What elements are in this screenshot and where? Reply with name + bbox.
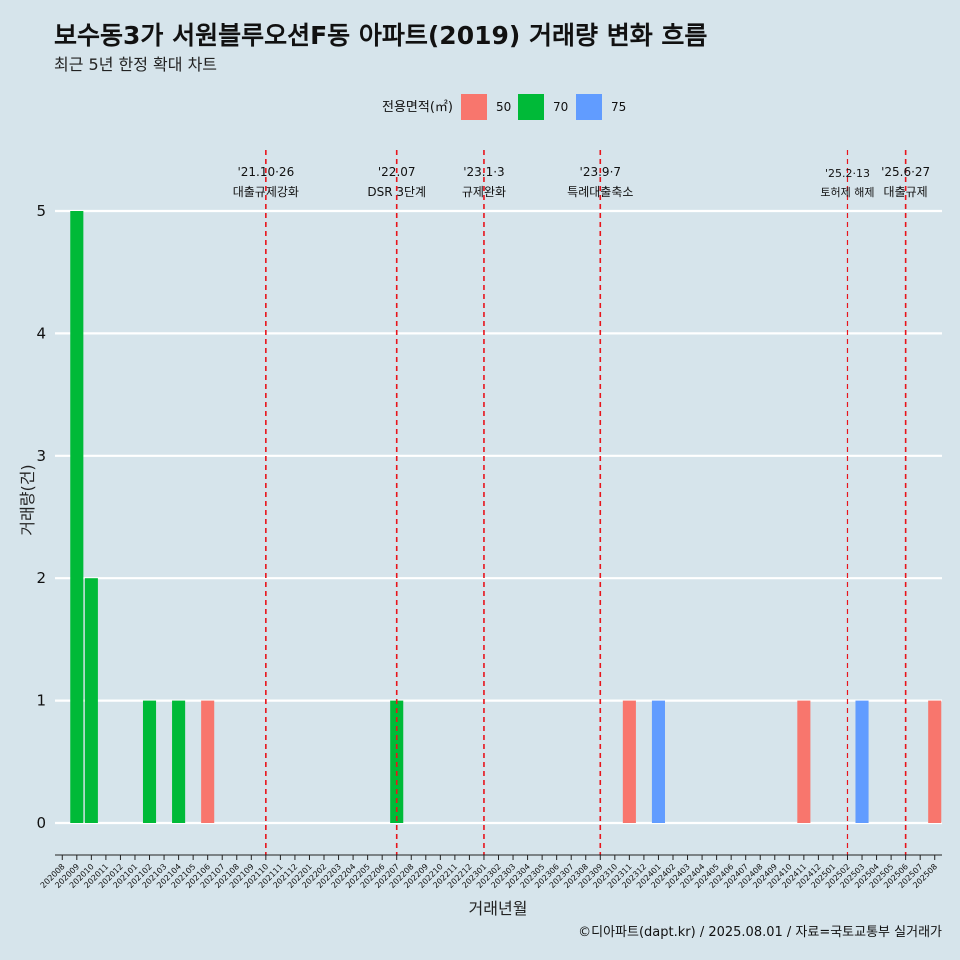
event-date: '25.6·27 [881, 165, 930, 179]
y-axis-title: 거래량(건) [18, 464, 37, 535]
chart-subtitle: 최근 5년 한정 확대 차트 [54, 55, 217, 74]
event-date: '22.07 [378, 165, 416, 179]
y-tick-label: 2 [36, 569, 46, 587]
bar-202207 [390, 700, 404, 823]
bar-202411 [797, 700, 811, 823]
chart-title: 보수동3가 서원블루오션F동 아파트(2019) 거래량 변화 흐름 [54, 21, 707, 50]
bar-202401 [651, 700, 665, 823]
bar-202311 [622, 700, 636, 823]
event-label: 규제완화 [462, 185, 506, 199]
event-label: DSR 3단계 [367, 185, 426, 199]
bar-202503 [855, 700, 869, 823]
legend-swatch-75 [576, 94, 602, 120]
event-date: '25.2·13 [825, 167, 870, 180]
event-label: 토허제 해제 [820, 185, 874, 199]
event-label: 대출규제강화 [233, 185, 299, 199]
legend-swatch-50 [461, 94, 487, 120]
legend-label: 50 [496, 100, 511, 114]
y-axis: 0 1 2 3 4 5 [36, 202, 46, 832]
bar-202104 [172, 700, 186, 823]
event-markers: '21.10·26 대출규제강화 '22.07 DSR 3단계 '23.1·3 규제완화 '… [233, 150, 930, 855]
legend-swatch-70 [518, 94, 544, 120]
event-date: '21.10·26 [237, 165, 294, 179]
caption: ©디아파트(dapt.kr) / 2025.08.01 / 자료=국토교통부 실… [578, 925, 942, 940]
bar-202009 [70, 211, 84, 823]
event-date: '23.1·3 [463, 165, 504, 179]
event-date: '23.9·7 [580, 165, 621, 179]
bar-202106 [201, 700, 215, 823]
bar-202010 [84, 578, 98, 823]
y-tick-label: 0 [36, 814, 46, 832]
legend-title: 전용면적(㎡) [382, 100, 453, 115]
bars [70, 211, 942, 823]
y-tick-label: 4 [36, 324, 46, 342]
y-tick-label: 1 [36, 692, 46, 710]
y-tick-label: 3 [36, 447, 46, 465]
legend: 전용면적(㎡) 50 70 75 [382, 94, 626, 120]
legend-label: 70 [553, 100, 568, 114]
event-label: 대출규제 [884, 185, 928, 199]
x-axis: 2020082020092020102020112020122021012021… [39, 854, 942, 890]
bar-202102 [142, 700, 157, 823]
legend-label: 75 [611, 100, 626, 114]
event-label: 특례대출축소 [567, 185, 633, 199]
y-tick-label: 5 [36, 202, 46, 220]
bar-202508 [928, 700, 942, 823]
x-axis-title: 거래년월 [469, 899, 528, 918]
